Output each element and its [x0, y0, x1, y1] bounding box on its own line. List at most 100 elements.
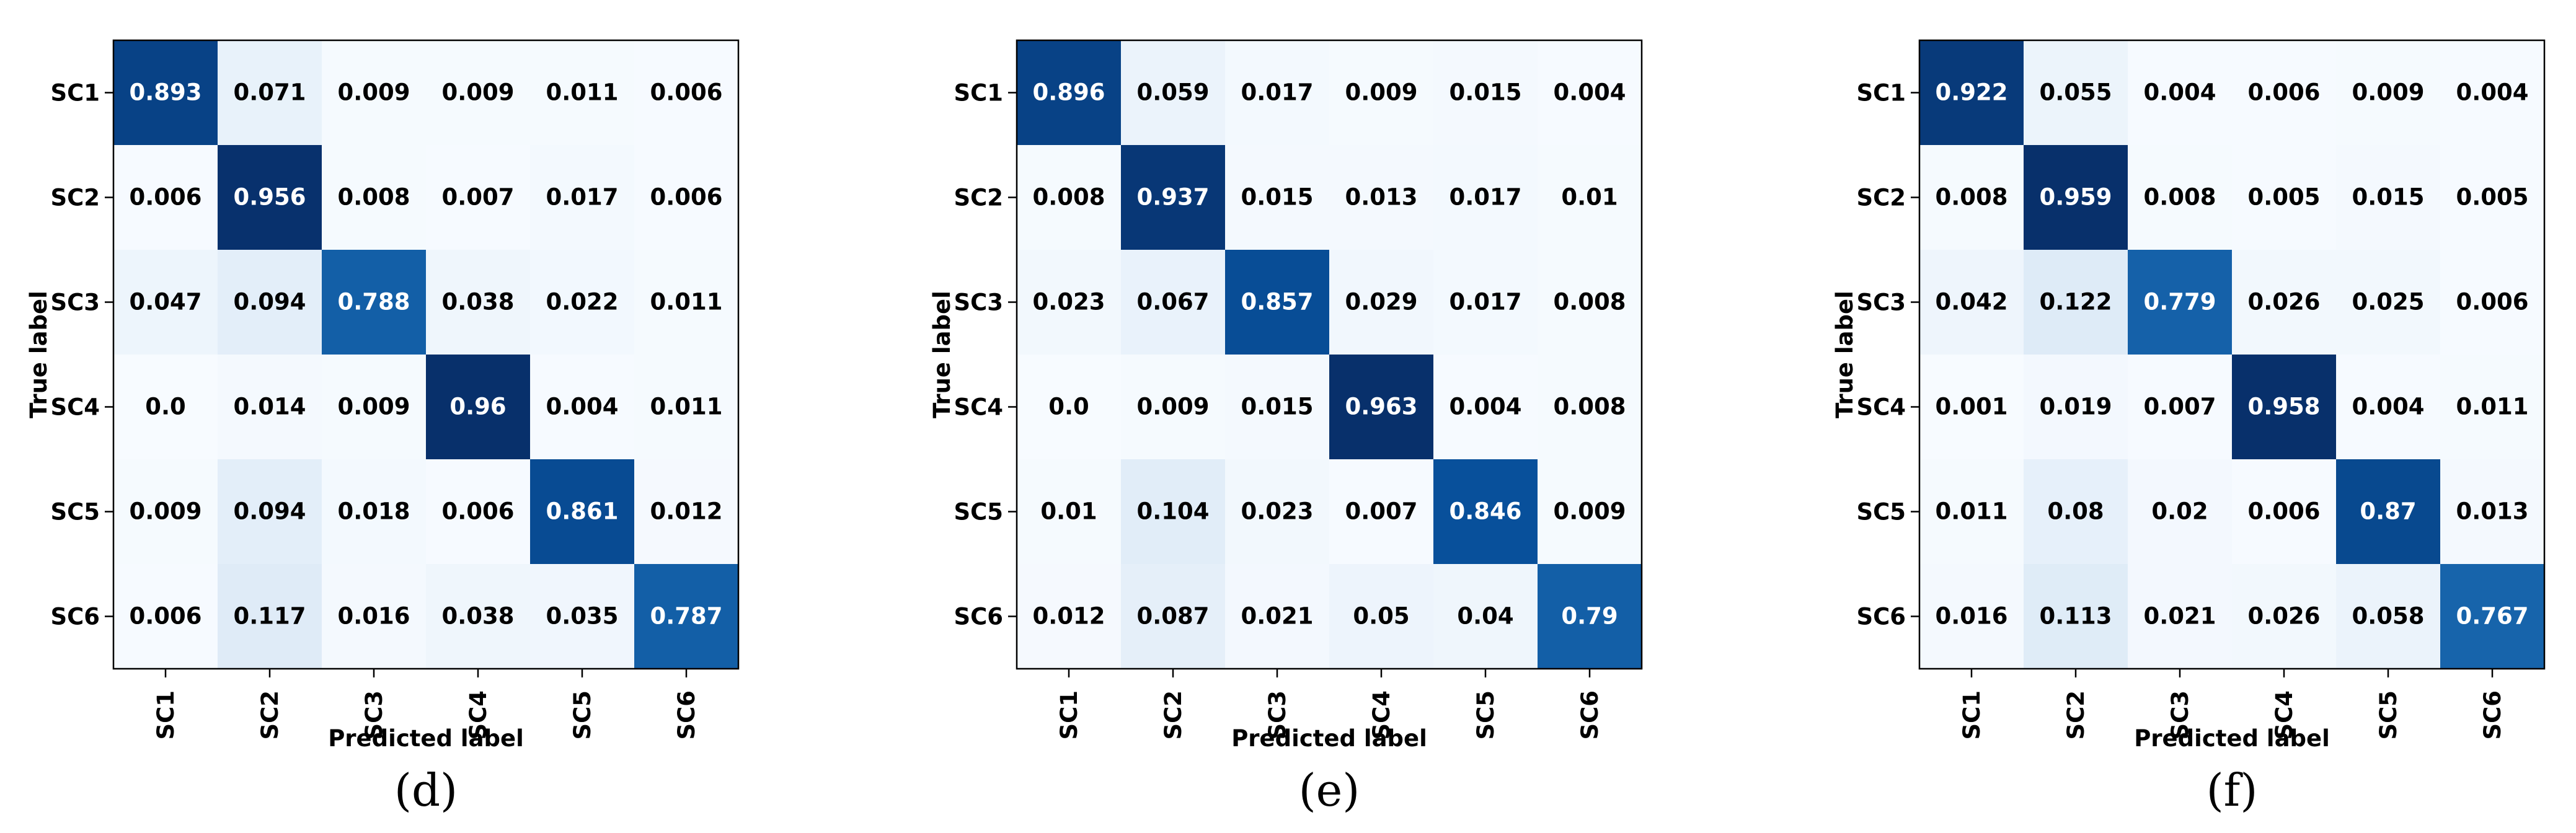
- heatmap-cell: [113, 459, 218, 564]
- cell-value-label: 0.893: [129, 79, 201, 106]
- cell-value-label: 0.117: [233, 603, 306, 630]
- cell-value-label: 0.009: [129, 498, 201, 525]
- heatmap-cell: [2440, 145, 2544, 250]
- heatmap-cell: [1225, 250, 1329, 355]
- heatmap-cell: [2128, 355, 2232, 459]
- heatmap-cell: [1121, 459, 1225, 564]
- cell-value-label: 0.02: [2151, 498, 2208, 525]
- cell-value-label: 0.035: [546, 603, 618, 630]
- y-tick-label: SC1: [1856, 80, 1906, 107]
- cell-value-label: 0.015: [2352, 184, 2424, 211]
- cell-value-label: 0.857: [1241, 289, 1313, 315]
- y-tick-label: SC5: [954, 499, 1003, 526]
- cell-value-label: 0.007: [2143, 394, 2216, 420]
- heatmap-cell: [1919, 145, 2024, 250]
- heatmap-cell: [2336, 250, 2440, 355]
- cell-value-label: 0.025: [2352, 289, 2424, 315]
- cell-value-label: 0.001: [1935, 394, 2007, 420]
- cell-value-label: 0.009: [1136, 394, 1209, 420]
- heatmap-cell: [113, 40, 218, 145]
- heatmap-cell: [1919, 564, 2024, 669]
- heatmap-cell: [1919, 250, 2024, 355]
- plot-frame: [1918, 39, 2546, 670]
- cell-value-label: 0.011: [650, 289, 722, 315]
- heatmap-cell: [2024, 355, 2128, 459]
- heatmap-cell: [2440, 250, 2544, 355]
- cell-value-label: 0.006: [441, 498, 514, 525]
- x-tick-label: SC1: [1959, 690, 1985, 740]
- cell-value-label: 0.008: [1032, 184, 1105, 211]
- heatmap-cell: [2232, 40, 2336, 145]
- x-tick-label: SC1: [1056, 690, 1082, 740]
- y-tick-label: SC2: [1856, 185, 1906, 211]
- x-tick-label: SC6: [1577, 690, 1603, 740]
- x-tick-label: SC5: [569, 690, 596, 740]
- cell-value-label: 0.006: [2247, 79, 2320, 106]
- x-axis-title: Predicted label: [2134, 725, 2330, 752]
- heatmap-cell: [1121, 145, 1225, 250]
- heatmap-cell: [2024, 40, 2128, 145]
- cell-value-label: 0.008: [1553, 289, 1626, 315]
- heatmap-cell: [634, 355, 738, 459]
- heatmap-cell: [113, 355, 218, 459]
- heatmap-cell: [1017, 40, 1121, 145]
- cell-value-label: 0.004: [2456, 79, 2528, 106]
- cell-value-label: 0.004: [1449, 394, 1521, 420]
- heatmap-cell: [218, 145, 322, 250]
- heatmap-cell: [2024, 145, 2128, 250]
- heatmap-cell: [2232, 564, 2336, 669]
- cell-value-label: 0.01: [1561, 184, 1618, 211]
- y-tick-label: SC6: [1856, 604, 1906, 630]
- heatmap-cell: [2024, 250, 2128, 355]
- cell-value-label: 0.008: [1553, 394, 1626, 420]
- heatmap-cell: [2440, 355, 2544, 459]
- cell-value-label: 0.787: [650, 603, 722, 630]
- heatmap-cell: [2440, 459, 2544, 564]
- x-tick-label: SC2: [1160, 690, 1187, 740]
- cell-value-label: 0.009: [2352, 79, 2424, 106]
- cell-value-label: 0.958: [2247, 394, 2320, 420]
- cell-value-label: 0.018: [337, 498, 410, 525]
- cell-value-label: 0.022: [546, 289, 618, 315]
- x-tick-label: SC2: [257, 690, 283, 740]
- x-tick-label: SC1: [153, 690, 179, 740]
- y-tick-label: SC4: [50, 394, 100, 421]
- cell-value-label: 0.067: [1136, 289, 1209, 315]
- cell-value-label: 0.05: [1353, 603, 1409, 630]
- heatmap-cell: [218, 40, 322, 145]
- heatmap-cell: [1919, 355, 2024, 459]
- y-tick-label: SC5: [50, 499, 100, 526]
- cell-value-label: 0.013: [2456, 498, 2528, 525]
- cell-value-label: 0.006: [2247, 498, 2320, 525]
- heatmap-cell: [1225, 145, 1329, 250]
- cell-value-label: 0.861: [546, 498, 618, 525]
- cell-value-label: 0.047: [129, 289, 201, 315]
- x-tick-label: SC4: [1368, 690, 1395, 740]
- cell-value-label: 0.004: [546, 394, 618, 420]
- heatmap-cell: [218, 250, 322, 355]
- heatmap-cell: [1433, 250, 1538, 355]
- cell-value-label: 0.009: [337, 394, 410, 420]
- y-axis-title: True label: [1831, 291, 1858, 418]
- cell-value-label: 0.071: [233, 79, 306, 106]
- x-tick-label: SC3: [1264, 690, 1291, 740]
- heatmap-cell: [1329, 145, 1433, 250]
- cell-value-label: 0.015: [1241, 394, 1313, 420]
- confusion-matrix-3: 0.922 0.055 0.004 0.006 0.009 0.004 0.008 0.959…: [1831, 39, 2546, 816]
- y-tick-label: SC5: [1856, 499, 1906, 526]
- heatmap-cell: [322, 145, 426, 250]
- heatmap-cell: [2128, 250, 2232, 355]
- x-tick-label: SC4: [2271, 690, 2298, 740]
- cell-value-label: 0.094: [233, 498, 306, 525]
- heatmap-cell: [530, 250, 634, 355]
- heatmap-cell: [218, 355, 322, 459]
- cell-value-label: 0.016: [1935, 603, 2007, 630]
- x-tick-label: SC6: [673, 690, 700, 740]
- cell-value-label: 0.006: [129, 603, 201, 630]
- cell-value-label: 0.767: [2456, 603, 2528, 630]
- heatmap-cell: [2336, 40, 2440, 145]
- cell-value-label: 0.008: [337, 184, 410, 211]
- cell-value-label: 0.094: [233, 289, 306, 315]
- cell-value-label: 0.026: [2247, 289, 2320, 315]
- heatmap-cell: [1225, 459, 1329, 564]
